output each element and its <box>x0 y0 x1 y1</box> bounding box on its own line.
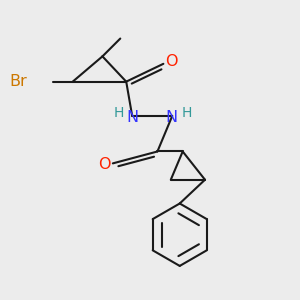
Text: Br: Br <box>9 74 27 89</box>
Text: O: O <box>98 158 110 172</box>
Text: O: O <box>165 54 178 69</box>
Text: H: H <box>114 106 124 120</box>
Text: N: N <box>166 110 178 125</box>
Text: H: H <box>182 106 192 120</box>
Text: N: N <box>127 110 139 125</box>
